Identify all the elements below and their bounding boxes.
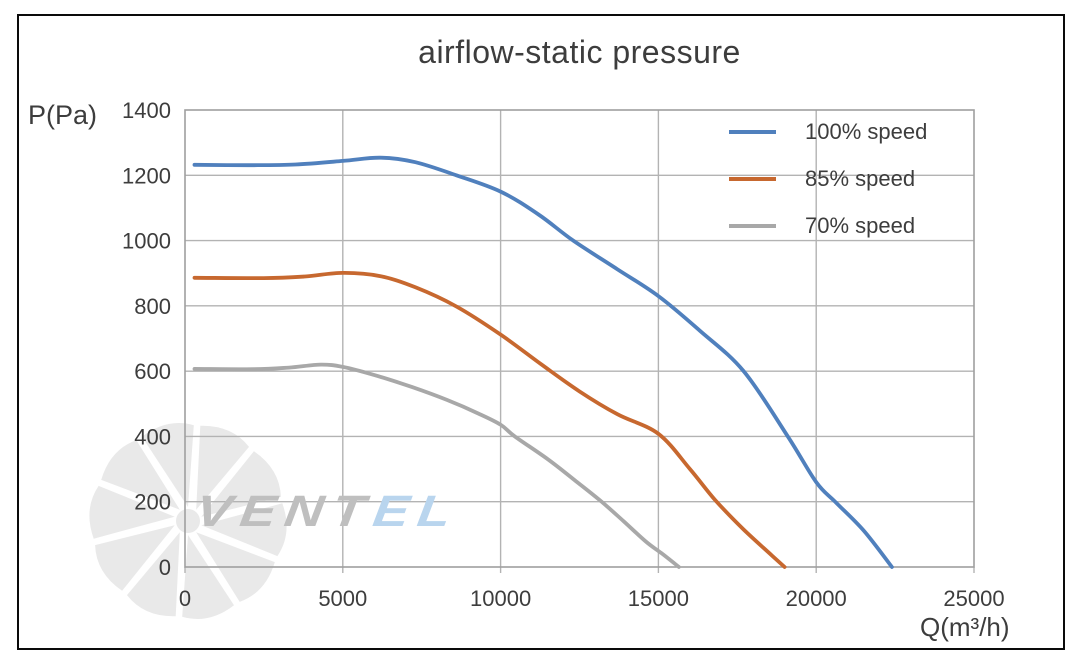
y-tick-labels: 0 200 400 600 800 1000 1200 1400 <box>122 98 171 580</box>
svg-text:800: 800 <box>134 294 171 319</box>
svg-text:10000: 10000 <box>470 586 531 611</box>
legend-label-85-speed: 85% speed <box>805 165 916 191</box>
y-axis-label: P(Pa) <box>28 100 98 130</box>
svg-text:600: 600 <box>134 359 171 384</box>
svg-text:5000: 5000 <box>318 586 367 611</box>
svg-text:400: 400 <box>134 424 171 449</box>
svg-text:15000: 15000 <box>628 586 689 611</box>
legend-label-100-speed: 100% speed <box>805 118 928 144</box>
series-line-70-speed <box>192 362 681 569</box>
series-line-100-speed <box>192 155 894 569</box>
legend-item-70-speed: 70% speed <box>729 202 927 249</box>
svg-text:20000: 20000 <box>786 586 847 611</box>
svg-text:0: 0 <box>179 586 191 611</box>
legend-swatch-85-speed <box>729 176 776 181</box>
x-axis-label: Q(m³/h) <box>920 612 1010 642</box>
legend-item-85-speed: 85% speed <box>729 155 927 202</box>
legend-swatch-70-speed <box>729 223 776 228</box>
svg-text:200: 200 <box>134 490 171 515</box>
legend-label-70-speed: 70% speed <box>805 212 916 238</box>
svg-text:1000: 1000 <box>122 229 171 254</box>
svg-text:25000: 25000 <box>943 586 1004 611</box>
legend-item-100-speed: 100% speed <box>729 108 927 155</box>
legend-swatch-100-speed <box>729 129 776 134</box>
chart-title: airflow-static pressure <box>418 34 741 70</box>
svg-text:1200: 1200 <box>122 163 171 188</box>
legend: 100% speed 85% speed 70% speed <box>729 108 927 249</box>
plot-border <box>184 109 975 568</box>
series-line-85-speed <box>192 270 787 569</box>
svg-text:1400: 1400 <box>122 98 171 123</box>
x-tick-labels: 0 5000 10000 15000 20000 25000 <box>179 586 1005 611</box>
svg-text:0: 0 <box>159 555 171 580</box>
gridlines <box>184 110 975 573</box>
